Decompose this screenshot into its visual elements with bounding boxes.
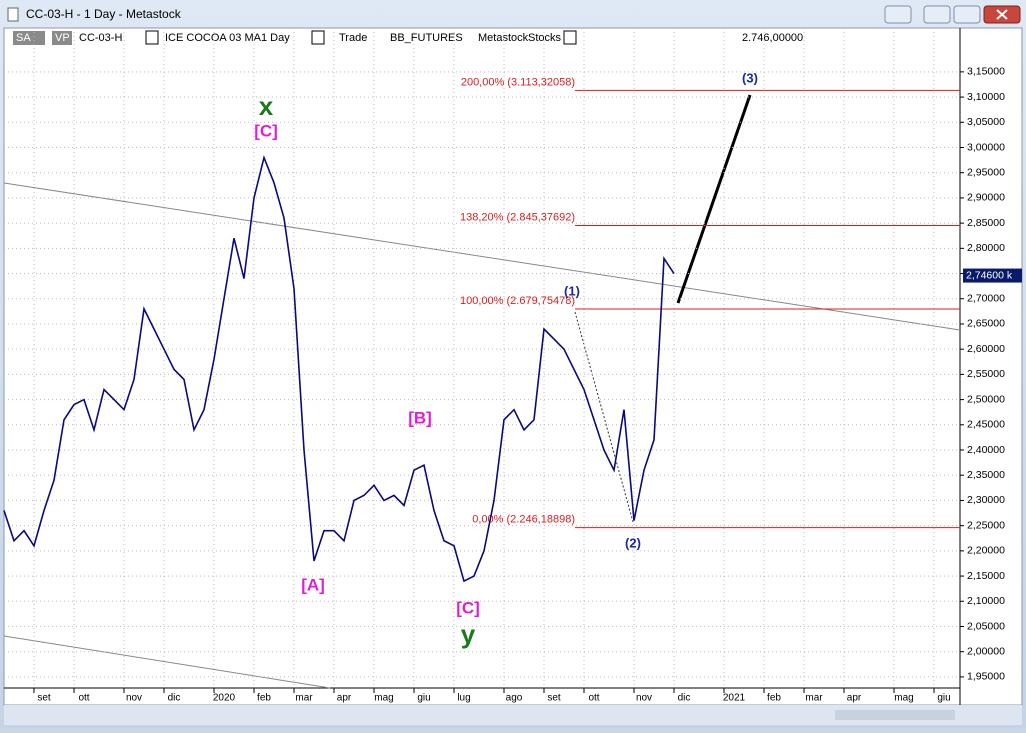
fib-label: 138,20% (2.845,37692) <box>460 211 575 223</box>
y-tick-label: 3,00000 <box>967 141 1005 153</box>
minimize-button[interactable] <box>923 5 951 24</box>
wave-label: [C] <box>456 598 480 617</box>
y-tick-label: 3,15000 <box>967 66 1005 78</box>
header-value: 2.746,00000 <box>742 32 803 44</box>
toolbar-toggle[interactable] <box>311 30 325 45</box>
x-tick-label: feb <box>257 693 271 704</box>
x-tick-label: ago <box>506 693 523 704</box>
wave-label: (3) <box>742 70 758 85</box>
toolbar-item[interactable]: BB_FUTURES <box>390 32 463 44</box>
toolbar-button[interactable] <box>52 31 72 45</box>
maximize-button[interactable] <box>953 5 981 24</box>
y-tick-label: 2,15000 <box>967 570 1005 582</box>
restore-button[interactable] <box>884 5 912 24</box>
y-tick-label: 2,20000 <box>967 545 1005 557</box>
projection-line <box>676 94 752 304</box>
x-tick-label: giu <box>937 693 950 704</box>
wave-label: (2) <box>625 535 641 550</box>
x-tick-label: mar <box>295 693 313 704</box>
x-tick-label: ott <box>78 693 89 704</box>
fib-label: 200,00% (3.113,32058) <box>461 76 575 88</box>
window-title: CC-03-H - 1 Day - Metastock <box>26 7 182 21</box>
y-tick-label: 2,60000 <box>967 343 1005 355</box>
x-tick-label: nov <box>126 693 142 704</box>
y-tick-label: 2,80000 <box>967 242 1005 254</box>
toolbar-item[interactable]: Trade <box>339 32 367 44</box>
y-tick-label: 2,40000 <box>967 444 1005 456</box>
x-tick-label: set <box>547 693 561 704</box>
x-tick-label: dic <box>678 693 691 704</box>
status-bar <box>4 705 1022 725</box>
wave-label: (1) <box>564 283 580 298</box>
y-tick-label: 2,25000 <box>967 519 1005 531</box>
wave-label: x <box>259 91 274 121</box>
wave-label: [A] <box>301 575 325 594</box>
y-tick-label: 2,35000 <box>967 469 1005 481</box>
y-tick-label: 2,10000 <box>967 595 1005 607</box>
y-tick-label: 2,30000 <box>967 494 1005 506</box>
trend-line-lower <box>3 635 331 689</box>
x-tick-label: set <box>37 693 51 704</box>
x-tick-label: mag <box>374 693 393 704</box>
wave-connector <box>574 311 634 523</box>
y-tick-label: 1,95000 <box>967 671 1005 683</box>
x-tick-label: 2020 <box>213 693 236 704</box>
y-tick-label: 2,05000 <box>967 620 1005 632</box>
x-tick-label: nov <box>636 693 652 704</box>
wave-label: y <box>461 619 476 649</box>
chart-panel <box>3 27 1023 706</box>
x-tick-label: ott <box>588 693 599 704</box>
wave-label: [C] <box>254 121 278 140</box>
x-tick-label: apr <box>337 693 352 704</box>
toolbar-item[interactable]: SA <box>16 32 31 44</box>
x-tick-label: dic <box>168 693 181 704</box>
x-tick-label: mag <box>894 693 913 704</box>
x-tick-label: apr <box>847 693 862 704</box>
y-tick-label: 2,85000 <box>967 217 1005 229</box>
y-tick-label: 2,90000 <box>967 192 1005 204</box>
y-tick-label: 2,55000 <box>967 368 1005 380</box>
price-line <box>3 154 675 583</box>
scrollbar[interactable] <box>835 710 955 720</box>
fib-label: 0,00% (2.246,18898) <box>472 513 575 525</box>
toolbar-item[interactable]: Metastock <box>478 32 529 44</box>
toolbar-toggle[interactable] <box>563 30 577 45</box>
y-tick-label: 2,50000 <box>967 393 1005 405</box>
window-buttons[interactable] <box>884 5 1021 24</box>
toolbar-item[interactable]: ICE COCOA 03 MA <box>165 32 262 44</box>
toolbar-toggle[interactable] <box>145 30 159 45</box>
y-tick-label: 3,10000 <box>967 91 1005 103</box>
x-tick-label: feb <box>767 693 781 704</box>
close-icon <box>996 9 1008 20</box>
y-tick-label: 2,00000 <box>967 645 1005 657</box>
toolbar-item[interactable]: VP <box>55 32 70 44</box>
last-price-label: 2,74600 k <box>966 269 1013 281</box>
x-tick-label: giu <box>417 693 430 704</box>
app-icon <box>7 7 19 22</box>
trend-line-upper <box>3 182 961 331</box>
y-tick-label: 2,65000 <box>967 318 1005 330</box>
y-tick-label: 2,95000 <box>967 166 1005 178</box>
toolbar-item[interactable]: Stocks <box>528 32 562 44</box>
y-tick-label: 2,45000 <box>967 419 1005 431</box>
toolbar-item[interactable]: CC-03-H <box>79 32 122 44</box>
x-tick-label: mar <box>805 693 823 704</box>
y-tick-label: 2,70000 <box>967 293 1005 305</box>
toolbar-item[interactable]: 1 Day <box>261 32 290 44</box>
wave-label: [B] <box>408 408 432 427</box>
y-tick-label: 3,05000 <box>967 116 1005 128</box>
last-price-box <box>963 268 1022 283</box>
fib-label: 100,00% (2.679,75478) <box>460 295 575 307</box>
toolbar-button[interactable] <box>13 31 45 45</box>
x-tick-label: lug <box>457 693 470 704</box>
x-tick-label: 2021 <box>723 693 746 704</box>
